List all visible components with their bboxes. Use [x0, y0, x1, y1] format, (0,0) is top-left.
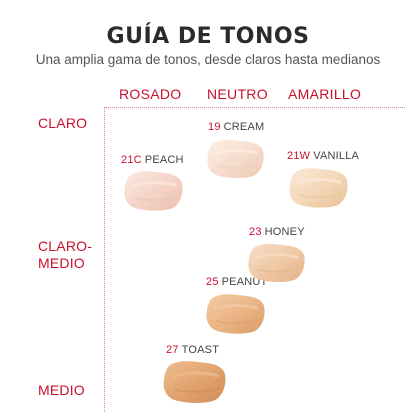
- swatch-peanut: [206, 294, 265, 334]
- swatch-peach: [124, 171, 183, 211]
- shade-name: VANILLA: [313, 150, 360, 162]
- grid-horizontal-divider: [105, 107, 405, 108]
- row-header-claro: CLARO: [38, 115, 88, 131]
- shade-label-peach: 21C PEACH: [121, 154, 184, 166]
- shade-name: PEANUT: [221, 276, 268, 288]
- shade-label-peanut: 25 PEANUT: [206, 276, 267, 288]
- swatch-body: [207, 139, 264, 178]
- swatch-vanilla: [289, 168, 348, 208]
- shade-name: PEACH: [144, 154, 184, 166]
- swatch-highlight: [255, 253, 299, 260]
- swatch-cream: [207, 139, 264, 178]
- swatch-honey: [248, 243, 305, 282]
- swatch-highlight: [171, 371, 219, 379]
- row-header-claro-medio-line2: MEDIO: [38, 255, 85, 271]
- shade-label-vanilla: 21W VANILLA: [287, 150, 359, 162]
- shade-name: TOAST: [181, 344, 220, 356]
- swatch-highlight: [214, 149, 258, 156]
- swatch-shadow: [134, 196, 177, 202]
- swatch-shadow: [216, 163, 259, 169]
- swatch-body: [289, 168, 348, 208]
- column-header-amarillo: AMARILLO: [288, 86, 362, 102]
- swatch-body: [248, 243, 305, 282]
- swatch-body: [163, 361, 226, 403]
- shade-name: HONEY: [264, 226, 305, 238]
- shade-code: 19: [208, 121, 221, 133]
- swatch-body: [206, 294, 265, 334]
- swatch-shadow: [173, 387, 220, 393]
- shade-label-toast: 27 TOAST: [166, 344, 219, 356]
- swatch-highlight: [213, 304, 259, 311]
- shade-code: 23: [249, 226, 262, 238]
- swatch-shadow: [299, 193, 342, 199]
- column-header-rosado: ROSADO: [119, 86, 182, 102]
- shade-code: 25: [206, 276, 219, 288]
- swatch-body: [124, 171, 183, 211]
- shade-label-honey: 23 HONEY: [249, 226, 305, 238]
- row-header-claro-medio-line1: CLARO-: [38, 238, 93, 254]
- shade-label-cream: 19 CREAM: [208, 121, 264, 133]
- page-subtitle: Una amplia gama de tonos, desde claros h…: [35, 52, 381, 67]
- page-title: GUÍA DE TONOS: [106, 24, 310, 49]
- row-header-claro-medio: CLARO- MEDIO: [38, 238, 92, 272]
- shade-name: CREAM: [223, 121, 265, 133]
- swatch-shadow: [257, 267, 300, 273]
- column-header-neutro: NEUTRO: [207, 86, 268, 102]
- swatch-toast: [163, 361, 226, 403]
- swatch-highlight: [296, 178, 342, 185]
- shade-code: 21W: [287, 150, 311, 162]
- shade-code: 27: [166, 344, 179, 356]
- swatch-shadow: [216, 319, 259, 325]
- row-header-medio: MEDIO: [38, 382, 85, 398]
- swatch-highlight: [131, 181, 177, 188]
- shade-code: 21C: [121, 154, 142, 166]
- grid-vertical-divider: [104, 107, 105, 412]
